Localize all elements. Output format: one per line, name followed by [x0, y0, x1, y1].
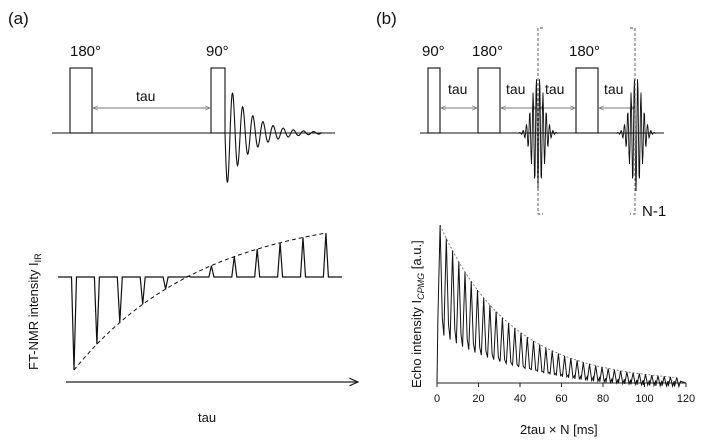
echo-decay-envelope: [439, 224, 677, 378]
cpmg-sequence: 90° 180° 180° tau tau tau tau N-1: [420, 27, 666, 220]
y-axis-title-b: Echo intensity ICPMG [a.u.]: [409, 240, 426, 388]
x-axis-b-ticks: 0 20 40 60 80 100 120: [434, 383, 695, 405]
pulse-b-180-second: [575, 67, 599, 134]
pulse-a-90: [210, 67, 226, 134]
y-axis-title-a-main: FT-NMR intensity I: [26, 262, 41, 370]
interval-b-label-2: tau: [506, 81, 525, 97]
spin-echo-second: [608, 79, 664, 192]
panel-b: (b) 90° 180° 180° tau tau tau tau N-1: [376, 9, 695, 437]
x-axis-title-b: 2tau × N [ms]: [520, 422, 598, 437]
recovery-plot-a: FT-NMR intensity IIR tau: [26, 232, 358, 425]
recovery-envelope-curve: [73, 232, 327, 371]
y-axis-title-a: FT-NMR intensity IIR: [26, 253, 43, 370]
x-tick-label-b-40: 40: [514, 393, 526, 405]
repeat-count-label: N-1: [642, 203, 666, 220]
x-axis-title-a: tau: [198, 410, 216, 425]
repeat-bracket: [537, 27, 636, 215]
interval-b-label-3: tau: [545, 81, 564, 97]
pulse-a-90-label: 90°: [206, 43, 229, 60]
x-tick-label-b-20: 20: [472, 393, 484, 405]
y-axis-title-b-main: Echo intensity I: [409, 300, 424, 388]
pulse-b-180-second-label: 180°: [569, 43, 600, 60]
free-induction-decay: [224, 92, 323, 183]
pulse-b-180-first: [477, 67, 501, 134]
panel-a-label: (a): [8, 9, 29, 28]
pulse-a-180-label: 180°: [70, 43, 101, 60]
interval-b-label-4: tau: [604, 81, 623, 97]
x-tick-label-b-60: 60: [555, 393, 567, 405]
x-tick-label-b-120: 120: [677, 393, 695, 405]
pulse-b-90-label: 90°: [422, 43, 445, 60]
y-axis-title-a-sub: IR: [33, 253, 43, 263]
x-tick-label-b-80: 80: [597, 393, 609, 405]
pulse-b-180-first-label: 180°: [472, 43, 503, 60]
interval-b-label-1: tau: [448, 81, 467, 97]
interval-a-label: tau: [136, 88, 155, 104]
inversion-recovery-sequence: 180° 90° tau: [52, 43, 335, 183]
x-tick-label-b-0: 0: [434, 393, 440, 405]
ir-spectra-trace: [58, 232, 342, 371]
panel-b-label: (b): [376, 9, 397, 28]
echo-train-trace: [436, 225, 687, 389]
pulse-b-90: [427, 67, 441, 134]
y-axis-title-b-unit: [a.u.]: [409, 240, 424, 273]
x-tick-label-b-100: 100: [635, 393, 653, 405]
panel-a: (a) 180° 90° tau FT-NMR intensity IIR ta…: [8, 9, 358, 425]
echo-train-plot: 0 20 40 60 80 100 120 Echo intensity ICPMG [a.…: [409, 224, 695, 437]
pulse-a-180: [69, 67, 93, 134]
y-axis-title-b-sub: CPMG: [416, 273, 426, 300]
